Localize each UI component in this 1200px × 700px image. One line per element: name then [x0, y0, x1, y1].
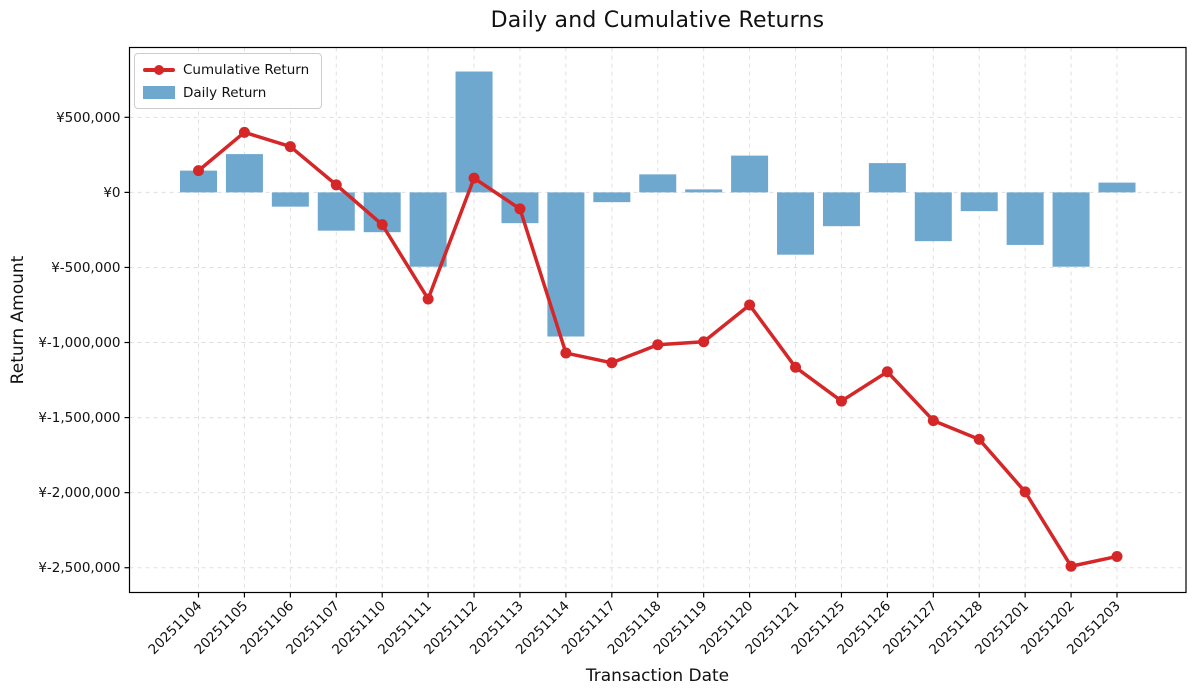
cumulative-return-marker	[330, 179, 342, 191]
daily-return-bar	[639, 174, 677, 193]
cumulative-return-marker	[1019, 486, 1031, 498]
cumulative-return-marker	[193, 165, 204, 177]
cumulative-return-marker	[744, 299, 756, 311]
cumulative-return-marker	[376, 219, 388, 231]
y-tick-label: ¥-2,500,000	[38, 560, 120, 576]
daily-return-bar	[868, 163, 906, 193]
cumulative-return-marker	[606, 357, 618, 369]
daily-return-bar	[685, 189, 723, 193]
cumulative-return-marker	[560, 347, 572, 359]
legend-label-daily: Daily Return	[183, 84, 267, 101]
cumulative-return-marker	[881, 366, 893, 378]
y-tick-label: ¥-500,000	[51, 260, 120, 276]
cumulative-return-marker	[973, 433, 985, 445]
legend-item-cumulative-return: Cumulative Return	[143, 60, 309, 79]
daily-return-bar	[180, 170, 217, 193]
daily-return-bar	[271, 192, 309, 207]
legend: Cumulative Return Daily Return	[134, 53, 323, 109]
line-marker-swatch-icon	[143, 63, 175, 77]
cumulative-return-marker	[1111, 550, 1123, 562]
chart-title: Daily and Cumulative Returns	[490, 8, 825, 33]
cumulative-return-marker	[835, 395, 847, 407]
daily-return-bar	[914, 192, 952, 242]
y-tick-label: ¥500,000	[56, 110, 120, 126]
daily-return-bar	[822, 192, 860, 227]
daily-return-bar	[960, 192, 998, 212]
y-tick-label: ¥0	[103, 185, 120, 201]
y-tick-label: ¥-1,000,000	[38, 335, 120, 351]
cumulative-return-marker	[238, 126, 250, 138]
y-tick-label: ¥-1,500,000	[38, 410, 120, 426]
daily-return-bar	[1006, 192, 1044, 245]
cumulative-return-marker	[514, 203, 526, 215]
daily-return-bar	[225, 154, 263, 193]
legend-item-daily-return: Daily Return	[143, 83, 309, 102]
cumulative-return-marker	[422, 293, 434, 305]
cumulative-return-marker	[1065, 560, 1077, 572]
bar-swatch-icon	[143, 86, 175, 99]
legend-label-cumulative: Cumulative Return	[183, 61, 310, 78]
daily-return-bar	[317, 192, 355, 231]
daily-return-bar	[593, 192, 631, 203]
x-axis-title: Transaction Date	[585, 666, 730, 686]
daily-return-bar	[1098, 182, 1136, 193]
daily-return-bar	[409, 192, 447, 267]
cumulative-return-marker	[927, 415, 939, 427]
daily-return-bar	[731, 155, 769, 193]
daily-return-bar	[1052, 192, 1090, 267]
cumulative-return-marker	[790, 361, 802, 373]
cumulative-return-marker	[284, 141, 296, 153]
cumulative-return-marker	[652, 339, 664, 351]
y-tick-label: ¥-2,000,000	[38, 485, 120, 501]
legend-dot-icon	[154, 64, 164, 75]
daily-return-bar	[777, 192, 815, 255]
cumulative-return-marker	[698, 336, 710, 348]
daily-return-bar	[455, 71, 493, 193]
cumulative-return-marker	[468, 172, 480, 184]
